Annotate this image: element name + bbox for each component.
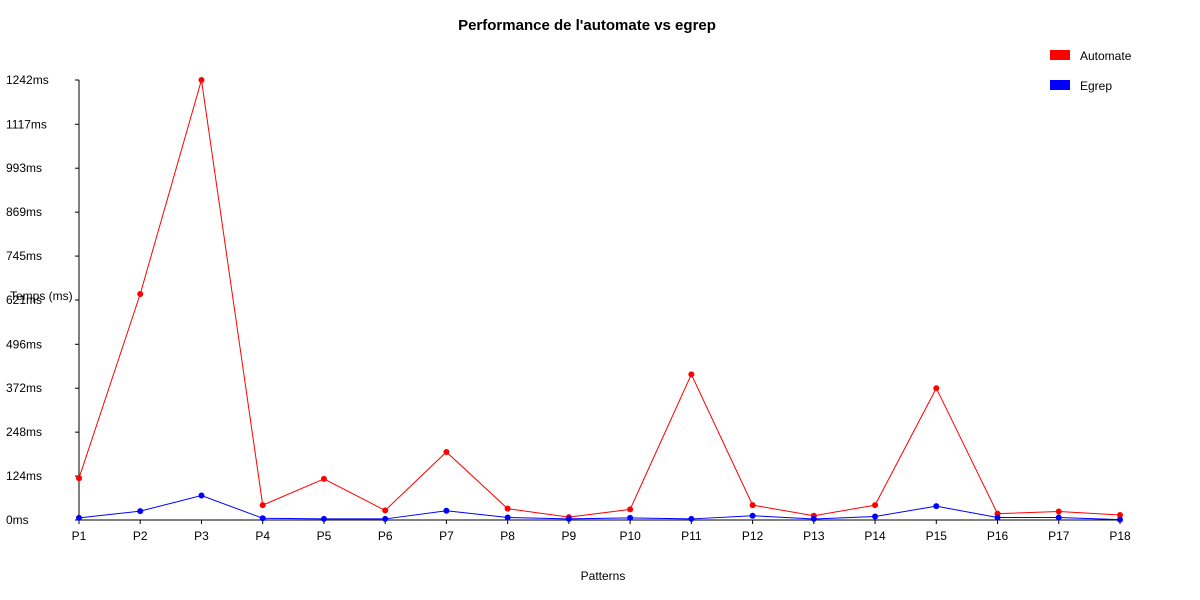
x-axis-ticks: P1 P2 P3 P4 P5 P6 P7 P8 P9 P10 P11 P12 P13 P14 P15 P16 P… (72, 520, 1131, 543)
x-tick-label: P14 (864, 529, 886, 543)
legend-label-automate: Automate (1080, 49, 1132, 63)
x-tick-label: P3 (194, 529, 209, 543)
data-point-egrep (137, 508, 144, 515)
y-tick-label: 248ms (6, 425, 42, 439)
data-point-egrep (933, 503, 940, 510)
data-point-egrep (76, 514, 82, 521)
data-point-egrep (872, 513, 879, 520)
x-tick-label: P5 (317, 529, 332, 543)
x-tick-label: P4 (255, 529, 270, 543)
data-point-egrep (443, 507, 450, 514)
data-point-egrep (994, 514, 1001, 521)
y-axis-ticks: 0ms 124ms 248ms 372ms 496ms 621ms 745ms 869ms 99… (6, 73, 79, 527)
y-tick-label: 0ms (6, 513, 29, 527)
y-tick-label: 1242ms (6, 73, 49, 87)
data-point-automate (504, 505, 511, 512)
data-point-egrep (1117, 516, 1123, 523)
x-tick-label: P8 (500, 529, 515, 543)
series-lines (78, 79, 1121, 521)
y-tick-label: 1117ms (6, 117, 47, 131)
data-point-automate (872, 502, 879, 509)
data-point-automate (1117, 512, 1123, 519)
chart-title: Performance de l'automate vs egrep (458, 17, 716, 34)
data-point-egrep (810, 515, 817, 522)
data-point-automate (320, 475, 327, 482)
data-point-automate (443, 448, 450, 455)
legend-swatch-egrep (1050, 80, 1070, 90)
x-tick-label: P9 (562, 529, 577, 543)
y-tick-label: 124ms (6, 469, 42, 483)
x-tick-label: P13 (803, 529, 825, 543)
data-point-automate (933, 385, 940, 392)
data-point-egrep (565, 515, 572, 522)
data-point-egrep (382, 515, 389, 522)
series-points (76, 77, 1123, 523)
y-tick-label: 496ms (6, 337, 42, 351)
series-line-automate (78, 79, 1121, 518)
legend-label-egrep: Egrep (1080, 79, 1112, 93)
x-tick-label: P1 (72, 529, 87, 543)
x-axis-label: Patterns (581, 569, 626, 583)
legend: Automate Egrep (1050, 49, 1132, 93)
x-tick-label: P17 (1048, 529, 1070, 543)
y-tick-label: 372ms (6, 381, 42, 395)
data-point-egrep (259, 515, 266, 522)
data-point-automate (688, 371, 695, 378)
data-point-egrep (627, 514, 634, 521)
x-tick-label: P10 (619, 529, 641, 543)
y-tick-label: 993ms (6, 161, 42, 175)
data-point-automate (627, 506, 634, 513)
data-point-automate (1055, 508, 1062, 515)
y-tick-label: 621ms (6, 293, 42, 307)
data-point-automate (137, 290, 144, 297)
data-point-automate (382, 507, 389, 514)
x-tick-label: P18 (1109, 529, 1131, 543)
y-tick-label: 869ms (6, 205, 42, 219)
data-point-egrep (198, 492, 205, 499)
data-point-egrep (688, 515, 695, 522)
x-tick-label: P7 (439, 529, 454, 543)
data-point-egrep (1055, 514, 1062, 521)
legend-swatch-automate (1050, 50, 1070, 60)
data-point-automate (76, 475, 82, 482)
x-tick-label: P11 (681, 529, 702, 543)
series-line-egrep (78, 495, 1121, 521)
data-point-egrep (749, 512, 756, 519)
axes (78, 80, 1120, 521)
y-axis-label: Temps (ms) (10, 289, 73, 303)
data-point-automate (198, 77, 205, 83)
data-point-egrep (320, 515, 327, 522)
x-tick-label: P6 (378, 529, 393, 543)
data-point-egrep (504, 514, 511, 521)
data-point-automate (259, 502, 266, 509)
x-tick-label: P16 (987, 529, 1009, 543)
x-tick-label: P2 (133, 529, 148, 543)
x-tick-label: P12 (742, 529, 764, 543)
data-point-automate (749, 502, 756, 509)
x-tick-label: P15 (926, 529, 948, 543)
y-tick-label: 745ms (6, 249, 42, 263)
